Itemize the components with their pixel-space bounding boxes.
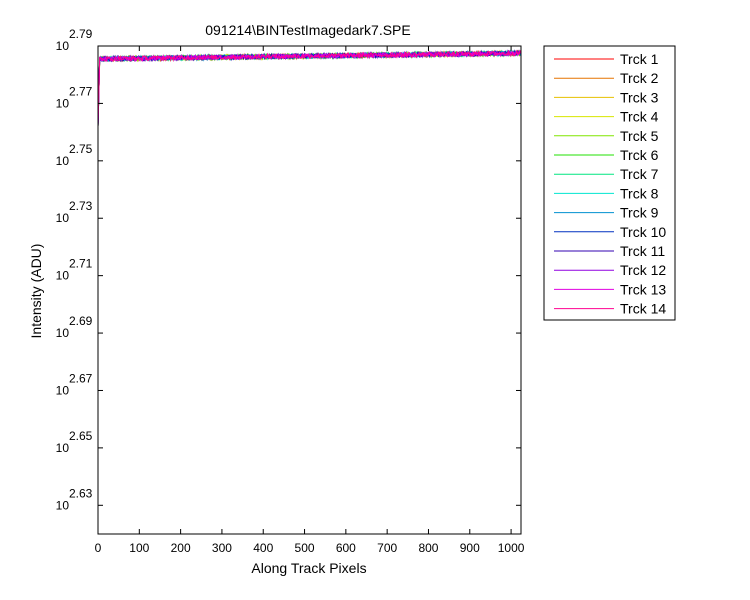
legend-label: Trck 2 <box>620 70 659 86</box>
y-tick-label-base: 10 <box>56 39 70 53</box>
y-tick-label-exponent: 2.65 <box>69 429 93 443</box>
legend-label: Trck 3 <box>620 89 659 105</box>
y-axis-label: Intensity (ADU) <box>28 244 44 339</box>
legend-label: Trck 4 <box>620 109 659 125</box>
y-tick-label-base: 10 <box>56 383 70 397</box>
y-tick-label-exponent: 2.79 <box>69 27 93 41</box>
series-lines <box>97 49 522 127</box>
y-tick-label-exponent: 2.75 <box>69 142 93 156</box>
x-tick-label: 500 <box>295 541 315 555</box>
legend: Trck 1 Trck 2 Trck 3 Trck 4 Trck 5 Trck 6 Trck… <box>543 45 676 321</box>
y-tick-label-base: 10 <box>56 441 70 455</box>
x-tick-label: 600 <box>336 541 356 555</box>
chart-title: 091214\BINTestImagedark7.SPE <box>205 22 410 38</box>
y-tick-label-exponent: 2.73 <box>69 199 93 213</box>
x-tick-label: 400 <box>253 541 273 555</box>
y-tick-label-base: 10 <box>56 269 70 283</box>
x-tick-label: 800 <box>418 541 438 555</box>
y-tick-label-exponent: 2.77 <box>69 84 93 98</box>
legend-label: Trck 9 <box>620 205 659 221</box>
y-tick-label-base: 10 <box>56 154 70 168</box>
x-tick-label: 0 <box>95 541 102 555</box>
y-tick-label-exponent: 2.67 <box>69 371 93 385</box>
x-tick-label: 300 <box>212 541 232 555</box>
x-tick-label: 1000 <box>498 541 525 555</box>
legend-label: Trck 11 <box>620 243 665 259</box>
legend-label: Trck 6 <box>620 147 659 163</box>
legend-label: Trck 10 <box>620 224 666 240</box>
legend-label: Trck 8 <box>620 185 659 201</box>
y-tick-label-exponent: 2.63 <box>69 486 93 500</box>
legend-box <box>543 45 676 321</box>
x-tick-label: 900 <box>460 541 480 555</box>
x-tick-label: 100 <box>129 541 149 555</box>
series-line <box>97 49 522 127</box>
y-tick-label-exponent: 2.69 <box>69 314 93 328</box>
x-axis-label: Along Track Pixels <box>251 560 366 576</box>
x-tick-label: 200 <box>171 541 191 555</box>
legend-label: Trck 1 <box>620 51 659 67</box>
plot-area <box>98 46 521 534</box>
legend-label: Trck 12 <box>620 262 666 278</box>
x-axis: 0 100 200 300 400 500 600 700 800 900 1000 <box>95 46 525 555</box>
x-tick-label: 700 <box>377 541 397 555</box>
plot-frame <box>97 45 522 535</box>
legend-label: Trck 13 <box>620 281 666 297</box>
y-tick-label-base: 10 <box>56 498 70 512</box>
y-tick-label-exponent: 2.71 <box>69 257 93 271</box>
y-tick-label-base: 10 <box>56 96 70 110</box>
legend-label: Trck 7 <box>620 166 659 182</box>
y-tick-label-base: 10 <box>56 326 70 340</box>
legend-label: Trck 5 <box>620 128 659 144</box>
y-axis: 102.63102.65102.67102.69102.71102.73102.… <box>56 27 521 512</box>
y-tick-label-base: 10 <box>56 211 70 225</box>
legend-label: Trck 14 <box>620 301 666 317</box>
